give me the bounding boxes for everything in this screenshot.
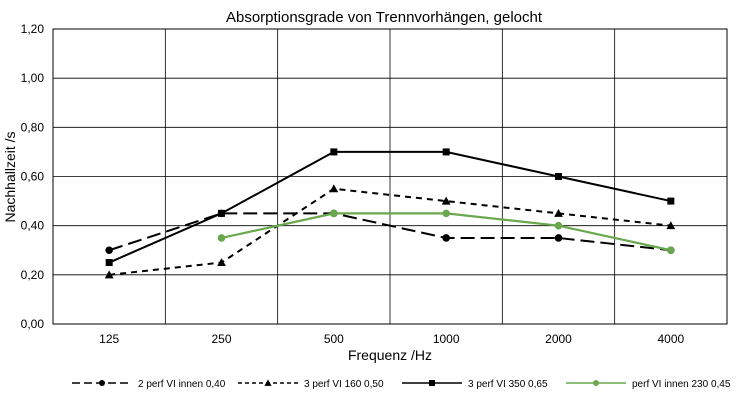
data-point-square (667, 197, 675, 205)
y-tick-labels: 0,00 0,20 0,40 0,60 0,80 1,00 1,20 (21, 22, 45, 331)
y-tick-label: 1,00 (21, 71, 45, 85)
series-2 (104, 184, 676, 279)
x-tick-label: 125 (99, 332, 119, 346)
data-point-square (105, 259, 113, 267)
data-point-circle (442, 234, 450, 242)
legend-label: 3 perf VI 350 0,65 (468, 379, 548, 390)
legend-entry: 2 perf VI innen 0,40 (72, 379, 226, 390)
x-tick-label: 250 (211, 332, 231, 346)
chart-title: Absorptionsgrade von Trennvorhängen, gel… (226, 9, 543, 26)
series-line (108, 212, 671, 252)
series-3 (105, 148, 675, 267)
x-tick-label: 500 (324, 332, 344, 346)
x-tick-label: 1000 (433, 332, 460, 346)
y-tick-label: 0,40 (21, 219, 45, 233)
data-point-circle (330, 209, 338, 218)
data-point-triangle (264, 379, 272, 386)
data-point-circle (593, 380, 599, 386)
data-point-circle (99, 380, 105, 386)
legend-label: 3 perf VI 160 0,50 (304, 379, 384, 390)
data-point-square (442, 148, 450, 156)
legend-label: 2 perf VI innen 0,40 (138, 379, 226, 390)
y-tick-label: 0,00 (21, 317, 45, 331)
data-point-triangle (666, 221, 676, 230)
series-line (108, 150, 672, 264)
data-point-circle (442, 209, 450, 218)
y-tick-label: 0,80 (21, 120, 45, 134)
data-point-circle (105, 246, 113, 255)
y-tick-label: 0,60 (21, 170, 45, 184)
y-tick-label: 0,20 (21, 268, 45, 282)
data-point-square (218, 209, 225, 217)
series-4 (217, 209, 675, 255)
data-point-triangle (104, 270, 114, 279)
y-axis-label: Nachhallzeit /s (2, 131, 18, 222)
data-point-triangle (329, 184, 339, 193)
legend-label: perf VI innen 230 0,45 (632, 379, 731, 390)
data-point-circle (667, 246, 675, 255)
legend-entry: perf VI innen 230 0,45 (566, 379, 731, 390)
series-layer (104, 148, 676, 279)
plot-frame (52, 28, 728, 325)
data-point-circle (554, 234, 563, 242)
data-point-triangle (554, 208, 563, 217)
legend-entry: 3 perf VI 160 0,50 (238, 379, 384, 390)
x-tick-label: 2000 (545, 332, 572, 346)
legend-entry: 3 perf VI 350 0,65 (402, 379, 548, 390)
data-point-triangle (217, 258, 226, 267)
data-point-circle (554, 221, 563, 230)
y-tick-label: 1,20 (21, 22, 45, 36)
legend: 2 perf VI innen 0,40 3 perf VI 160 0,50 3 … (72, 379, 731, 390)
data-point-triangle (441, 196, 451, 205)
x-tick-label: 4000 (657, 332, 684, 346)
data-point-circle (217, 234, 226, 242)
data-point-square (429, 380, 435, 386)
x-axis-label: Frequenz /Hz (348, 347, 432, 363)
x-tick-labels: 125 250 500 1000 2000 4000 (99, 332, 684, 346)
data-point-square (330, 148, 338, 156)
grid (53, 28, 727, 325)
data-point-square (555, 173, 562, 180)
